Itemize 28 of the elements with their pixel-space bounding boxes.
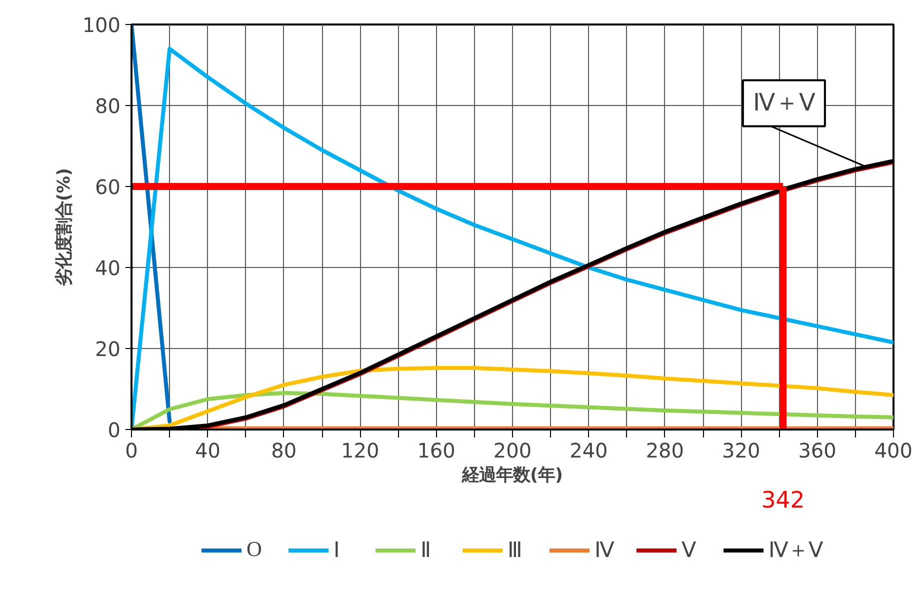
legend-label: Ⅰ	[334, 536, 340, 562]
y-axis-title: 劣化度割合(%)	[54, 168, 74, 288]
x-tick-label: 240	[570, 438, 608, 462]
x-tick-label: 200	[493, 438, 532, 462]
x-tick-label: 400	[874, 438, 912, 462]
y-tick-label: 40	[95, 256, 121, 280]
legend-label: Ⅲ	[508, 536, 522, 562]
legend-label: Ⅱ	[420, 536, 432, 562]
x-tick-label: 360	[798, 438, 836, 462]
ref-line-label: 342	[761, 488, 805, 514]
legend-label: Ⅴ	[682, 536, 697, 562]
y-tick-label: 0	[108, 418, 121, 442]
y-tick-label: 80	[95, 94, 121, 118]
x-tick-label: 0	[125, 438, 138, 462]
legend-label: Ⅳ＋Ⅴ	[768, 537, 822, 564]
x-tick-label: 80	[271, 438, 297, 462]
x-tick-label: 320	[722, 438, 760, 462]
x-tick-label: 160	[417, 438, 456, 462]
x-tick-label: 280	[646, 438, 684, 462]
x-axis-title: 経過年数(年)	[461, 466, 563, 486]
y-tick-label: 60	[95, 175, 121, 199]
x-tick-label: 40	[194, 438, 220, 462]
annotation: Ⅳ＋Ⅴ	[752, 90, 816, 116]
legend-label: O	[246, 537, 263, 562]
x-tick-label: 120	[341, 438, 380, 462]
y-tick-label: 100	[82, 13, 121, 37]
y-tick-label: 20	[95, 337, 121, 361]
legend-label: Ⅳ	[594, 536, 614, 562]
